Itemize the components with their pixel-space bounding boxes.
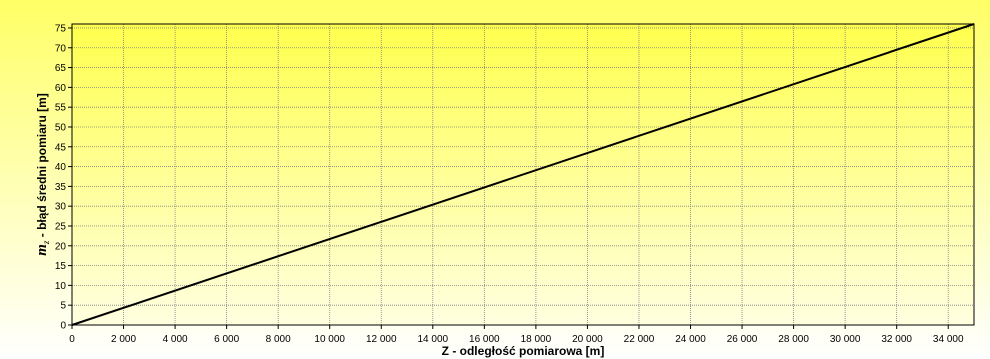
x-tick-label: 34 000 [933,334,964,345]
y-tick-label: 0 [60,321,66,332]
y-axis-title: mz - błąd średni pomiaru [m] [34,93,51,256]
x-tick-label: 16 000 [469,334,500,345]
series-layer [71,23,975,326]
y-tick-label: 70 [55,43,67,54]
y-tick-label: 20 [55,241,67,252]
x-tick-label: 6 000 [214,334,239,345]
x-tick-label: 28 000 [778,334,809,345]
y-axis: 0 5 10 15 20 25 30 35 40 45 50 55 60 65 70 75 [55,23,72,332]
x-axis-title: Z - odległość pomiarowa [m] [442,344,605,358]
y-tick-label: 15 [55,261,67,272]
x-tick-label: 2 000 [111,334,136,345]
y-axis-title-text: - błąd średni pomiaru [m] [35,93,49,240]
svg-text:mz - błąd średni pomiaru [m]: mz - błąd średni pomiaru [m] [34,93,51,256]
x-tick-label: 22 000 [624,334,655,345]
y-tick-label: 5 [60,301,66,312]
x-tick-label: 12 000 [366,334,397,345]
x-tick-label: 30 000 [830,334,861,345]
x-tick-label: 26 000 [727,334,758,345]
x-tick-label: 20 000 [572,334,603,345]
y-tick-label: 30 [55,202,67,213]
y-tick-label: 65 [55,63,67,74]
x-tick-label: 24 000 [675,334,706,345]
x-axis: 0 2 000 4 000 6 000 8 000 10 000 12 000 14 000 1… [69,325,964,345]
y-axis-title-symbol: m [34,244,50,256]
y-tick-label: 45 [55,142,67,153]
series-line [71,23,975,326]
x-tick-label: 32 000 [881,334,912,345]
y-axis-title-subscript: z [41,240,51,245]
x-tick-label: 0 [69,334,75,345]
y-tick-label: 75 [55,23,67,34]
x-tick-label: 4 000 [163,334,188,345]
y-tick-label: 55 [55,103,67,114]
grid [72,24,974,325]
y-tick-label: 40 [55,162,67,173]
y-tick-label: 10 [55,281,67,292]
y-tick-label: 25 [55,221,67,232]
plot-frame [71,23,975,326]
y-tick-label: 35 [55,182,67,193]
y-tick-label: 60 [55,83,67,94]
x-tick-label: 18 000 [521,334,552,345]
y-tick-label: 50 [55,122,67,133]
x-tick-label: 8 000 [266,334,291,345]
x-tick-label: 14 000 [418,334,449,345]
x-tick-label: 10 000 [314,334,345,345]
